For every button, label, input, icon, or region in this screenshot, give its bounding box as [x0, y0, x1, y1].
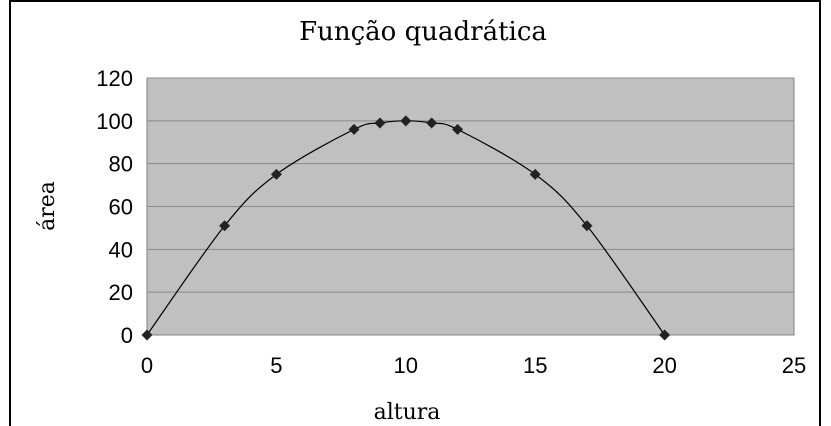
y-axis-label: área — [35, 181, 60, 231]
data-point-8 — [348, 123, 360, 135]
y-tick-label-120: 120 — [96, 66, 133, 91]
data-point-20 — [659, 329, 671, 341]
y-tick-label-20: 20 — [109, 280, 133, 305]
y-tick-labels: 0 20 40 60 80 100 120 — [96, 66, 133, 348]
y-tick-label-60: 60 — [109, 195, 133, 220]
data-point-15 — [529, 168, 541, 180]
x-tick-label-5: 5 — [270, 353, 282, 378]
x-tick-label-10: 10 — [394, 353, 418, 378]
y-tick-label-40: 40 — [109, 237, 133, 262]
data-point-11 — [426, 117, 438, 129]
data-point-12 — [452, 123, 464, 135]
x-tick-label-0: 0 — [141, 353, 153, 378]
x-tick-label-20: 20 — [652, 353, 676, 378]
gridlines — [147, 77, 794, 293]
x-axis-label: altura — [374, 400, 441, 425]
data-point-10 — [400, 115, 412, 127]
data-point-3 — [219, 220, 231, 232]
x-tick-label-25: 25 — [782, 353, 806, 378]
y-tick-label-0: 0 — [121, 323, 133, 348]
chart-frame — [9, 0, 821, 426]
chart-title: Função quadrática — [299, 17, 547, 47]
y-tick-label-100: 100 — [96, 109, 133, 134]
data-point-0 — [141, 329, 153, 341]
series-markers — [141, 115, 671, 341]
x-tick-label-15: 15 — [523, 353, 547, 378]
data-point-9 — [374, 117, 386, 129]
y-tick-label-80: 80 — [109, 152, 133, 177]
x-tick-labels: 0 5 10 15 20 25 — [141, 353, 806, 378]
data-point-17 — [581, 220, 593, 232]
data-point-5 — [270, 168, 282, 180]
